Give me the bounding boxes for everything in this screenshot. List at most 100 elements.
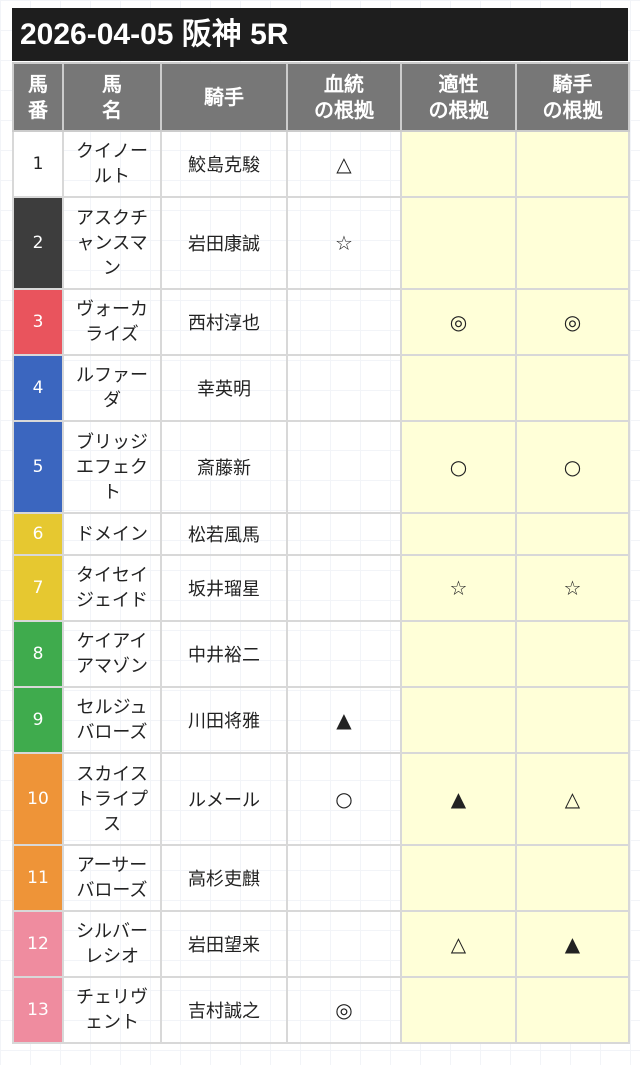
horse-name: スカイストライプス: [62, 752, 162, 846]
header-aptitude-basis: 適性 の根拠: [400, 62, 517, 132]
jockey-mark: ◎: [515, 288, 630, 356]
horse-number: 3: [12, 288, 64, 356]
aptitude-mark: ▲: [400, 752, 517, 846]
table-row: 5 ブリッジエフェクト 斎藤新 ○ ○: [12, 420, 630, 514]
jockey-mark: [515, 130, 630, 198]
jockey-name: 吉村誠之: [160, 976, 288, 1044]
bloodline-mark: [286, 288, 402, 356]
table-row: 10 スカイストライプス ルメール ○ ▲ △: [12, 752, 630, 846]
jockey-name: 松若風馬: [160, 512, 288, 556]
jockey-mark: ▲: [515, 910, 630, 978]
jockey-name: ルメール: [160, 752, 288, 846]
aptitude-mark: [400, 620, 517, 688]
header-row: 馬 番馬 名騎手 血統 の根拠 適性 の根拠 騎手 の根拠: [12, 62, 630, 132]
aptitude-mark: [400, 976, 517, 1044]
jockey-name: 坂井瑠星: [160, 554, 288, 622]
aptitude-mark: [400, 354, 517, 422]
bloodline-mark: [286, 554, 402, 622]
jockey-mark: [515, 354, 630, 422]
horse-number: 10: [12, 752, 64, 846]
aptitude-mark: [400, 130, 517, 198]
table-row: 4 ルファーダ 幸英明: [12, 354, 630, 422]
horse-name: タイセイジェイド: [62, 554, 162, 622]
horse-number: 9: [12, 686, 64, 754]
bloodline-mark: [286, 420, 402, 514]
jockey-name: 鮫島克駿: [160, 130, 288, 198]
jockey-name: 高杉吏麒: [160, 844, 288, 912]
horse-name: ブリッジエフェクト: [62, 420, 162, 514]
bloodline-mark: [286, 512, 402, 556]
table-row: 6 ドメイン 松若風馬: [12, 512, 630, 556]
aptitude-mark: [400, 844, 517, 912]
bloodline-mark: ☆: [286, 196, 402, 290]
table-row: 11 アーサーバローズ 高杉吏麒: [12, 844, 630, 912]
aptitude-mark: [400, 686, 517, 754]
prediction-table: 馬 番馬 名騎手 血統 の根拠 適性 の根拠 騎手 の根拠 1 クイノールト 鮫島克駿 △ 2…: [12, 62, 630, 1044]
jockey-name: 岩田康誠: [160, 196, 288, 290]
horse-name: チェリヴェント: [62, 976, 162, 1044]
jockey-name: 中井裕二: [160, 620, 288, 688]
horse-name: シルバーレシオ: [62, 910, 162, 978]
horse-number: 11: [12, 844, 64, 912]
horse-number: 8: [12, 620, 64, 688]
jockey-name: 川田将雅: [160, 686, 288, 754]
jockey-mark: [515, 196, 630, 290]
jockey-mark: [515, 686, 630, 754]
header-horse-name: 馬 名: [62, 62, 162, 132]
table-row: 3 ヴォーカライズ 西村淳也 ◎ ◎: [12, 288, 630, 356]
horse-number: 6: [12, 512, 64, 556]
bloodline-mark: ▲: [286, 686, 402, 754]
aptitude-mark: △: [400, 910, 517, 978]
jockey-name: 西村淳也: [160, 288, 288, 356]
horse-name: セルジュバローズ: [62, 686, 162, 754]
horse-number: 4: [12, 354, 64, 422]
horse-number: 13: [12, 976, 64, 1044]
table-row: 12 シルバーレシオ 岩田望来 △ ▲: [12, 910, 630, 978]
jockey-name: 斎藤新: [160, 420, 288, 514]
aptitude-mark: ○: [400, 420, 517, 514]
horse-number: 12: [12, 910, 64, 978]
table-row: 8 ケイアイアマゾン 中井裕二: [12, 620, 630, 688]
bloodline-mark: [286, 910, 402, 978]
aptitude-mark: ◎: [400, 288, 517, 356]
bloodline-mark: △: [286, 130, 402, 198]
horse-number: 5: [12, 420, 64, 514]
horse-name: クイノールト: [62, 130, 162, 198]
table-row: 2 アスクチャンスマン 岩田康誠 ☆: [12, 196, 630, 290]
horse-name: アスクチャンスマン: [62, 196, 162, 290]
horse-name: ドメイン: [62, 512, 162, 556]
horse-name: アーサーバローズ: [62, 844, 162, 912]
jockey-name: 幸英明: [160, 354, 288, 422]
horse-name: ヴォーカライズ: [62, 288, 162, 356]
aptitude-mark: [400, 196, 517, 290]
jockey-mark: ☆: [515, 554, 630, 622]
horse-number: 1: [12, 130, 64, 198]
bloodline-mark: ○: [286, 752, 402, 846]
bloodline-mark: [286, 620, 402, 688]
header-horse-number: 馬 番: [12, 62, 64, 132]
bloodline-mark: [286, 844, 402, 912]
horse-number: 2: [12, 196, 64, 290]
table-row: 7 タイセイジェイド 坂井瑠星 ☆ ☆: [12, 554, 630, 622]
header-jockey: 騎手: [160, 62, 288, 132]
table-row: 9 セルジュバローズ 川田将雅 ▲: [12, 686, 630, 754]
horse-name: ケイアイアマゾン: [62, 620, 162, 688]
bloodline-mark: [286, 354, 402, 422]
aptitude-mark: ☆: [400, 554, 517, 622]
jockey-mark: [515, 844, 630, 912]
aptitude-mark: [400, 512, 517, 556]
jockey-mark: ○: [515, 420, 630, 514]
bloodline-mark: ◎: [286, 976, 402, 1044]
race-title: 2026-04-05 阪神 5R: [12, 8, 628, 61]
header-bloodline-basis: 血統 の根拠: [286, 62, 402, 132]
jockey-name: 岩田望来: [160, 910, 288, 978]
jockey-mark: [515, 976, 630, 1044]
table-row: 13 チェリヴェント 吉村誠之 ◎: [12, 976, 630, 1044]
jockey-mark: [515, 512, 630, 556]
header-jockey-basis: 騎手 の根拠: [515, 62, 630, 132]
horse-number: 7: [12, 554, 64, 622]
table-row: 1 クイノールト 鮫島克駿 △: [12, 130, 630, 198]
jockey-mark: [515, 620, 630, 688]
horse-name: ルファーダ: [62, 354, 162, 422]
jockey-mark: △: [515, 752, 630, 846]
